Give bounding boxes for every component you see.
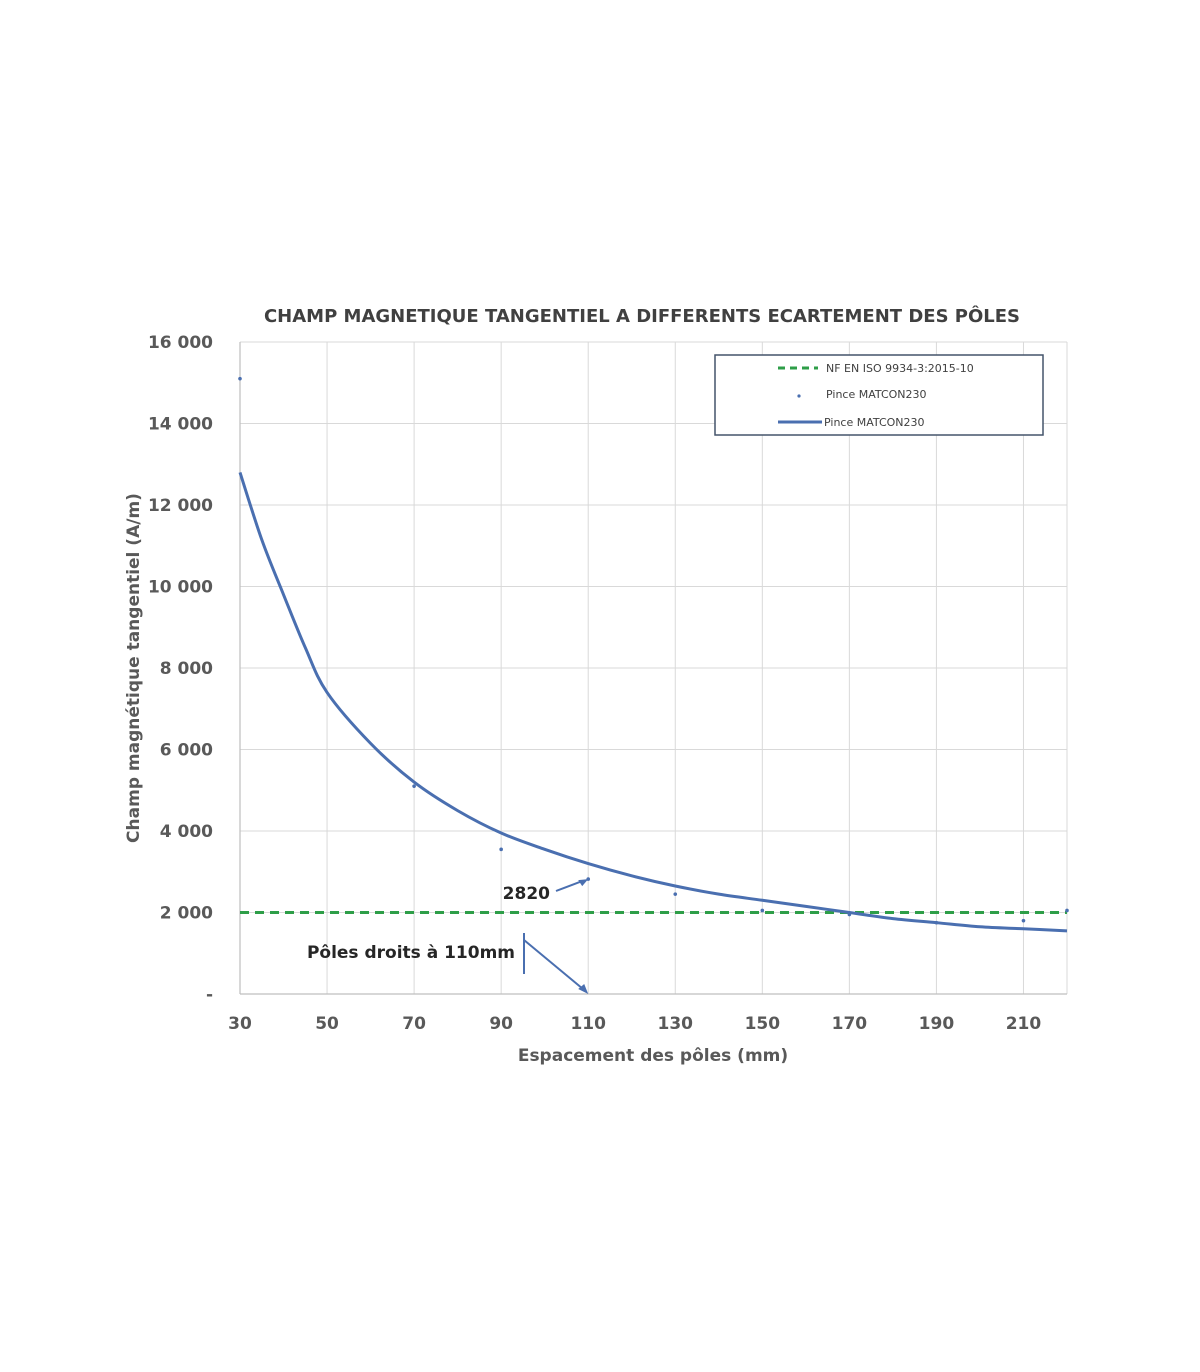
scatter-point <box>238 376 242 381</box>
annotation-2820-arrow <box>555 880 583 892</box>
annotation-poles-label: Pôles droits à 110mm <box>307 943 515 963</box>
scatter-point <box>1065 908 1069 913</box>
x-tick-label: 70 <box>402 1014 426 1034</box>
y-tick-label: - <box>206 985 213 1005</box>
axis-layer <box>239 342 1067 995</box>
annotation-2820-arrowhead <box>578 879 589 887</box>
x-axis-title: Espacement des pôles (mm) <box>518 1046 788 1066</box>
scatter-point <box>760 908 765 913</box>
annotation-poles-arrow <box>523 939 585 991</box>
legend-label-reference: NF EN ISO 9934-3:2015-10 <box>826 362 974 375</box>
tick-layer: - 2 000 4 000 6 000 8 000 10 000 12 000 14 000 1… <box>148 333 1041 1034</box>
scatter-point <box>847 912 852 917</box>
x-tick-label: 150 <box>745 1014 781 1034</box>
legend-label-curve: Pince MATCON230 <box>824 416 925 429</box>
y-tick-label: 6 000 <box>160 741 213 761</box>
legend-swatch-scatter <box>797 394 801 398</box>
x-tick-label: 170 <box>832 1014 868 1034</box>
scatter-point <box>673 892 678 896</box>
y-tick-label: 8 000 <box>160 659 213 679</box>
legend: NF EN ISO 9934-3:2015-10 Pince MATCON230… <box>714 354 1044 436</box>
legend-box <box>714 354 1044 436</box>
chart-title: CHAMP MAGNETIQUE TANGENTIEL A DIFFERENTS… <box>264 305 1020 327</box>
x-tick-label: 210 <box>1006 1014 1042 1034</box>
legend-label-scatter: Pince MATCON230 <box>826 388 927 401</box>
x-tick-label: 90 <box>489 1014 513 1034</box>
x-tick-label: 110 <box>570 1014 606 1034</box>
scatter-point <box>1021 918 1026 923</box>
scatter-point <box>934 920 939 925</box>
y-tick-label: 14 000 <box>148 415 213 435</box>
scatter-point <box>412 784 416 788</box>
grid-layer <box>240 341 1068 994</box>
x-tick-label: 190 <box>919 1014 955 1034</box>
y-tick-label: 10 000 <box>148 578 213 598</box>
y-axis-title: Champ magnétique tangentiel (A/m) <box>124 493 144 843</box>
x-tick-label: 130 <box>658 1014 694 1034</box>
annotation-poles-arrowhead <box>578 984 589 994</box>
y-tick-label: 2 000 <box>160 904 213 924</box>
y-tick-label: 16 000 <box>148 333 213 353</box>
series-layer <box>238 376 1069 933</box>
annotation-2820-label: 2820 <box>503 884 550 904</box>
scatter-point <box>499 847 503 852</box>
annotation-layer: 2820 Pôles droits à 110mm <box>307 879 589 994</box>
x-tick-label: 30 <box>228 1014 252 1034</box>
x-tick-label: 50 <box>315 1014 339 1034</box>
y-tick-label: 12 000 <box>148 496 213 516</box>
fitted-curve-line <box>238 471 1068 933</box>
y-tick-label: 4 000 <box>160 822 213 842</box>
